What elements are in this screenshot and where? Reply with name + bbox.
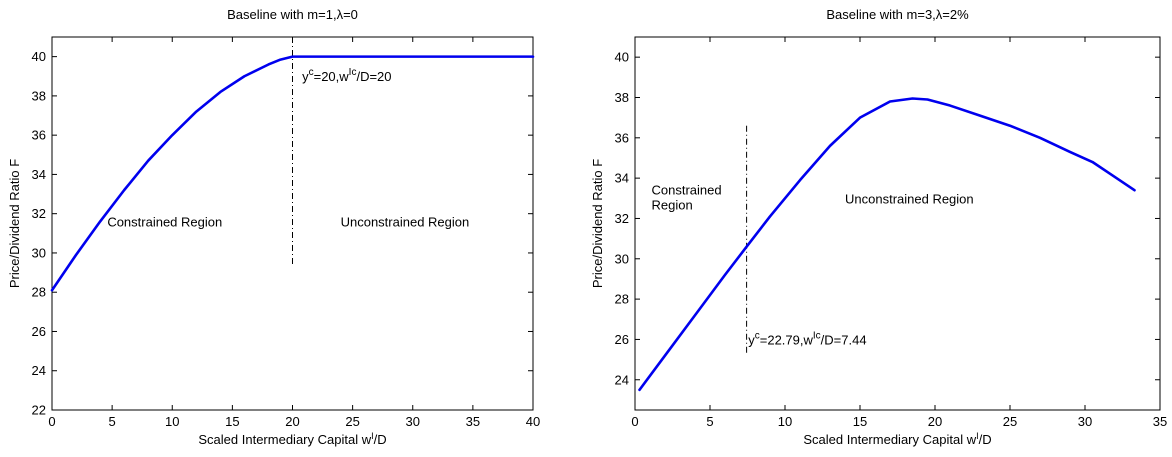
x-tick-label: 25 xyxy=(345,414,359,429)
threshold-annotation: yc=22.79,wIc/D=7.44 xyxy=(748,330,866,347)
plot-frame xyxy=(634,36,1161,411)
x-tick-label: 20 xyxy=(928,414,942,429)
x-tick-label: 20 xyxy=(285,414,299,429)
series-line xyxy=(638,97,1136,392)
x-axis-label-sup: I xyxy=(371,431,374,441)
x-tick-label: 25 xyxy=(1003,414,1017,429)
x-tick-label: 0 xyxy=(631,414,638,429)
y-tick-label: 26 xyxy=(32,324,46,339)
y-axis-label: Price/Dividend Ratio F xyxy=(7,159,22,288)
y-tick-label: 26 xyxy=(615,332,629,347)
series-line xyxy=(50,55,535,292)
x-axis-label: Scaled Intermediary Capital wI/D xyxy=(198,431,386,447)
chart-title: Baseline with m=1,λ=0 xyxy=(227,7,358,22)
y-axis-label: Price/Dividend Ratio F xyxy=(590,159,605,288)
x-tick-label: 40 xyxy=(526,414,540,429)
y-tick-label: 40 xyxy=(32,49,46,64)
y-tick-label: 30 xyxy=(615,251,629,266)
x-tick-label: 35 xyxy=(1153,414,1167,429)
x-tick-label: 5 xyxy=(706,414,713,429)
x-axis-label-tail: /D xyxy=(374,432,387,447)
chart-panel-right: 0 5 10 15 20 25 30 35 24 26 28 30 32 34 36 38 40 Baseline… xyxy=(586,0,1172,452)
right-region-label: Unconstrained Region xyxy=(341,214,470,229)
left-region-label: Constrained Region xyxy=(107,214,222,229)
x-tick-label: 15 xyxy=(853,414,867,429)
y-tick-label: 32 xyxy=(615,211,629,226)
x-axis-label: Scaled Intermediary Capital wI/D xyxy=(803,431,991,447)
y-tick-label: 24 xyxy=(615,372,629,387)
y-tick-label: 28 xyxy=(32,285,46,300)
x-tick-label: 10 xyxy=(165,414,179,429)
left-region-label: Constrained Region xyxy=(652,182,722,212)
y-tick-label: 28 xyxy=(615,292,629,307)
y-tick-label: 38 xyxy=(615,90,629,105)
y-tick-label: 34 xyxy=(615,171,629,186)
chart-title: Baseline with m=3,λ=2% xyxy=(826,7,969,22)
chart-left: 0 5 10 15 20 25 30 35 40 22 24 26 28 30 32 34 36 38 40 Base… xyxy=(7,7,540,447)
x-axis-label-main: Scaled Intermediary Capital w xyxy=(198,432,371,447)
y-tick-label: 24 xyxy=(32,363,46,378)
y-tick-label: 40 xyxy=(615,50,629,65)
y-tick-label: 36 xyxy=(615,130,629,145)
y-tick-label: 38 xyxy=(32,88,46,103)
x-tick-label: 0 xyxy=(48,414,55,429)
x-tick-label: 15 xyxy=(225,414,239,429)
y-tick-label: 30 xyxy=(32,245,46,260)
y-tick-label: 22 xyxy=(32,403,46,418)
chart-panel-left: 0 5 10 15 20 25 30 35 40 22 24 26 28 30 32 34 36 38 40 Base… xyxy=(0,0,586,452)
y-tick-label: 32 xyxy=(32,206,46,221)
y-tick-label: 34 xyxy=(32,167,46,182)
y-tick-label: 36 xyxy=(32,128,46,143)
right-region-label: Unconstrained Region xyxy=(845,191,974,206)
x-axis-label-main: Scaled Intermediary Capital w xyxy=(803,432,976,447)
x-tick-label: 5 xyxy=(109,414,116,429)
x-axis-label-sup: I xyxy=(976,431,979,441)
threshold-annotation: yc=20,wIc/D=20 xyxy=(302,67,391,84)
x-tick-label: 10 xyxy=(778,414,792,429)
chart-right: 0 5 10 15 20 25 30 35 24 26 28 30 32 34 36 38 40 Baseline… xyxy=(590,7,1167,447)
x-tick-label: 30 xyxy=(1078,414,1092,429)
x-tick-label: 30 xyxy=(406,414,420,429)
x-tick-label: 35 xyxy=(466,414,480,429)
x-axis-label-tail: /D xyxy=(979,432,992,447)
